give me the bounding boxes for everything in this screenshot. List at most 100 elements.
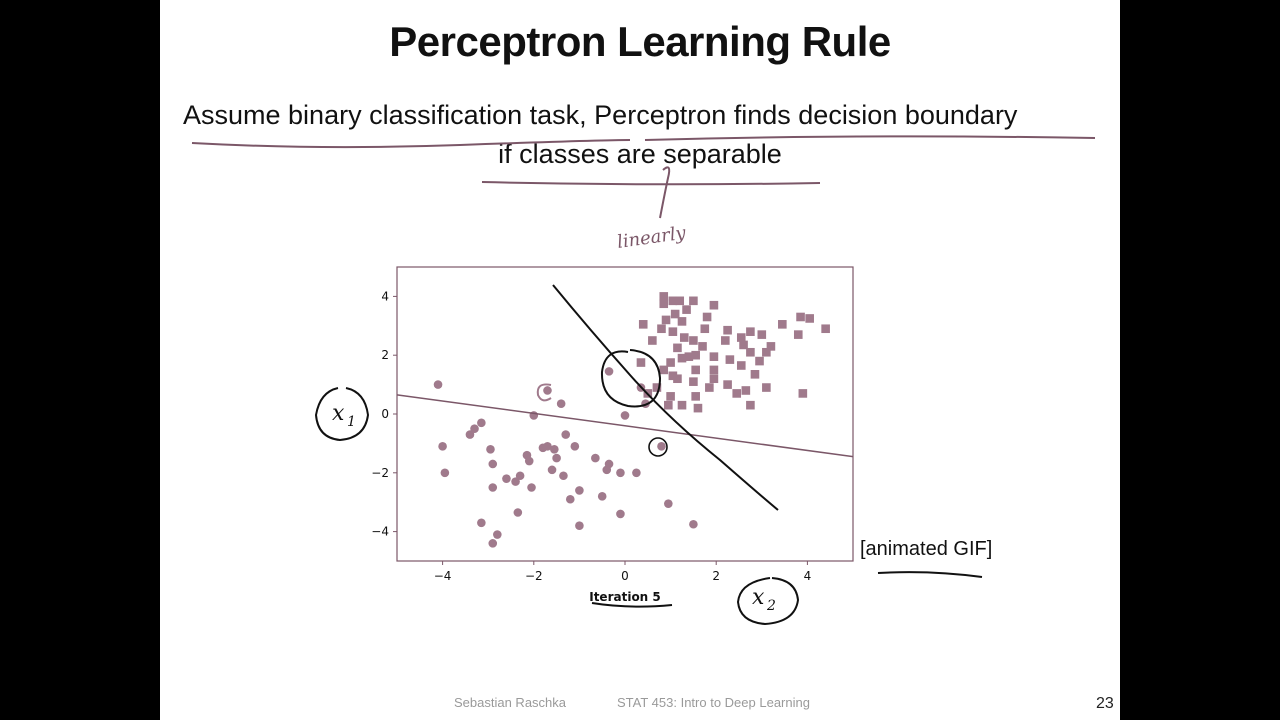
bullet-line-1: Assume binary classification task, Perce… bbox=[183, 100, 1017, 131]
data-point-square bbox=[659, 292, 669, 301]
data-point-circle bbox=[591, 453, 600, 463]
data-point-square bbox=[793, 330, 803, 339]
underline-iteration bbox=[591, 602, 673, 608]
data-point-square bbox=[709, 300, 719, 310]
data-point-square bbox=[668, 371, 678, 381]
bullet-line-1-part-2: Perceptron finds decision boundary bbox=[594, 100, 1018, 130]
data-point-square bbox=[746, 400, 755, 410]
x1-label: x bbox=[332, 401, 345, 426]
data-point-square bbox=[657, 324, 666, 334]
data-point-square bbox=[732, 389, 742, 398]
underline-separable bbox=[481, 181, 821, 186]
data-point-square bbox=[668, 327, 678, 336]
data-point-circle bbox=[657, 442, 666, 451]
data-point-circle bbox=[488, 539, 498, 548]
x-axis-label: Iteration 5 bbox=[589, 590, 661, 604]
data-point-square bbox=[677, 400, 687, 410]
data-point-square bbox=[682, 305, 691, 314]
y-tick-label: 0 bbox=[381, 407, 389, 421]
data-point-circle bbox=[689, 519, 698, 529]
data-point-square bbox=[668, 296, 678, 306]
data-point-square bbox=[762, 347, 771, 357]
data-point-square bbox=[746, 327, 755, 336]
slide-title: Perceptron Learning Rule bbox=[389, 18, 891, 65]
data-point-square bbox=[723, 380, 732, 389]
data-point-circle bbox=[527, 483, 536, 492]
data-point-square bbox=[798, 389, 808, 398]
data-point-circle bbox=[493, 530, 502, 539]
data-point-square bbox=[691, 350, 700, 360]
footer-author: Sebastian Raschka bbox=[454, 695, 567, 710]
data-point-circle bbox=[477, 418, 486, 428]
animated-gif-label: [animated GIF] bbox=[860, 538, 993, 560]
x2-subscript: 2 bbox=[766, 598, 776, 614]
x1-subscript: 1 bbox=[347, 414, 356, 430]
y-tick-label: −2 bbox=[371, 466, 389, 480]
data-point-circle bbox=[547, 465, 557, 475]
data-point-square bbox=[741, 386, 751, 395]
data-point-square bbox=[691, 365, 700, 375]
page-number: 23 bbox=[1096, 695, 1114, 712]
data-point-circle bbox=[486, 444, 495, 454]
data-point-circle bbox=[465, 430, 475, 439]
data-point-square bbox=[673, 343, 682, 353]
data-point-square bbox=[778, 320, 787, 329]
circle-annotation-near-boundary bbox=[600, 349, 662, 408]
data-point-circle bbox=[543, 442, 552, 451]
x-tick-label: 0 bbox=[621, 569, 629, 583]
data-point-circle bbox=[543, 386, 552, 395]
underline-binary-task bbox=[191, 139, 631, 149]
circle-annotation-small bbox=[536, 383, 552, 402]
data-point-square bbox=[755, 356, 764, 366]
hand-drawn-boundary-line bbox=[552, 284, 779, 511]
underline-animated-gif bbox=[877, 571, 983, 578]
data-point-square bbox=[675, 296, 685, 306]
data-point-square bbox=[689, 296, 698, 306]
data-point-square bbox=[636, 358, 646, 367]
linearly-note: linearly bbox=[616, 222, 688, 253]
x-tick-label: 2 bbox=[712, 569, 720, 583]
annotation-arrow bbox=[659, 166, 671, 219]
data-point-square bbox=[702, 312, 712, 322]
data-point-square bbox=[689, 377, 698, 386]
bullet-line-2: if classes are separable bbox=[498, 139, 782, 169]
data-point-square bbox=[684, 352, 694, 361]
x-tick-label: 4 bbox=[804, 569, 812, 583]
data-point-square bbox=[648, 336, 657, 345]
data-point-circle bbox=[477, 518, 486, 528]
data-point-square bbox=[739, 340, 748, 350]
data-point-circle bbox=[488, 483, 498, 492]
data-point-square bbox=[677, 317, 687, 326]
data-point-square bbox=[700, 324, 710, 334]
data-point-square bbox=[757, 330, 767, 339]
data-point-square bbox=[664, 400, 673, 410]
data-point-circle bbox=[620, 411, 630, 420]
scatter-plot: −4 −2 0 2 4 −4 −2 0 2 4 bbox=[371, 289, 854, 583]
data-point-circle bbox=[556, 399, 566, 409]
data-point-circle bbox=[575, 486, 584, 495]
data-point-circle bbox=[616, 468, 625, 478]
data-point-circle bbox=[664, 499, 673, 508]
data-point-square bbox=[725, 355, 735, 364]
data-point-square bbox=[736, 361, 746, 370]
data-point-square bbox=[693, 403, 703, 413]
data-point-circle bbox=[515, 471, 525, 481]
data-point-circle bbox=[552, 453, 561, 463]
data-point-square bbox=[670, 309, 680, 319]
data-point-square bbox=[691, 392, 700, 401]
data-point-square bbox=[709, 374, 719, 384]
data-point-circle bbox=[513, 508, 523, 517]
data-point-square bbox=[638, 320, 648, 329]
underline-decision-boundary bbox=[644, 135, 1096, 141]
data-point-circle bbox=[604, 367, 614, 376]
x-tick-label: −4 bbox=[434, 569, 452, 583]
data-point-square bbox=[709, 352, 719, 361]
y-tick-label: −4 bbox=[371, 525, 389, 539]
data-point-square bbox=[673, 374, 682, 384]
data-point-square bbox=[698, 342, 707, 351]
slide: Perceptron Learning Rule Assume binary c… bbox=[160, 0, 1120, 720]
data-point-square bbox=[677, 353, 687, 363]
data-point-circle bbox=[440, 468, 450, 478]
data-point-circle bbox=[438, 442, 447, 451]
